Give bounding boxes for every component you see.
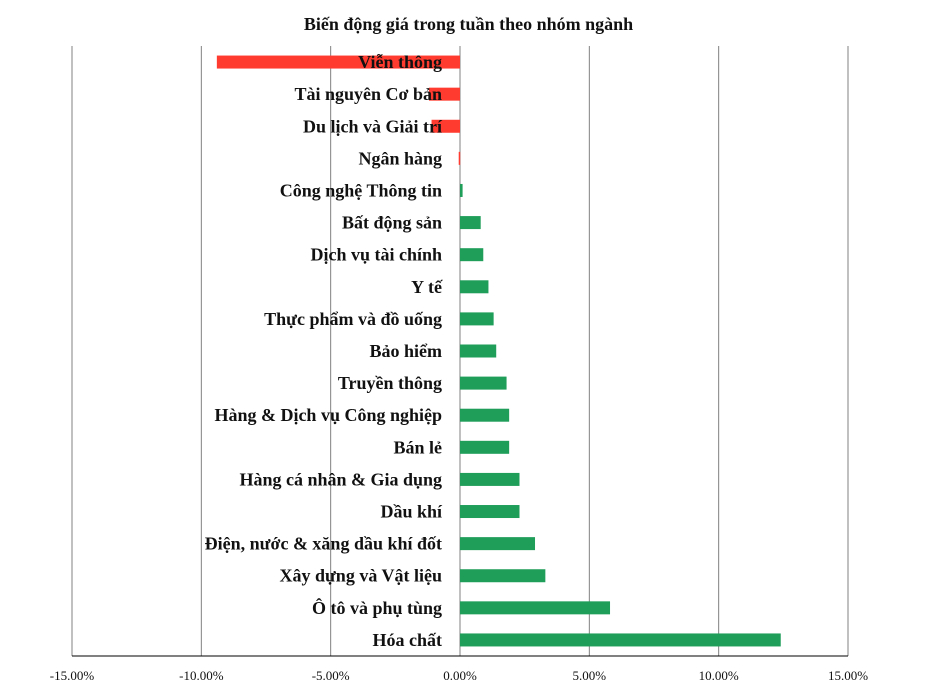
- category-label: Viễn thông: [358, 52, 442, 72]
- category-label: Xây dựng và Vật liệu: [280, 566, 443, 586]
- axes: -15.00% -10.00% -5.00% 0.00% 5.00% 10.00% 15.0…: [50, 655, 868, 683]
- x-tick-label: 0.00%: [443, 668, 477, 683]
- category-label: Tài nguyên Cơ bản: [294, 84, 442, 104]
- category-label: Bán lẻ: [393, 437, 442, 457]
- category-label: Công nghệ Thông tin: [280, 180, 442, 200]
- category-label: Thực phẩm và đồ uống: [264, 309, 442, 329]
- bar: [460, 408, 510, 422]
- category-labels: Viễn thông Tài nguyên Cơ bản Du lịch và Gi…: [205, 52, 443, 650]
- category-label: Ngân hàng: [358, 148, 442, 168]
- bar: [216, 55, 460, 69]
- category-label: Truyền thông: [338, 373, 442, 393]
- x-tick-label: 15.00%: [828, 668, 868, 683]
- chart-title: Biến động giá trong tuần theo nhóm ngành: [303, 14, 634, 34]
- bar: [460, 376, 507, 390]
- x-tick-label: -10.00%: [179, 668, 224, 683]
- bar: [460, 248, 484, 262]
- category-label: Dịch vụ tài chính: [310, 245, 442, 265]
- bar: [460, 216, 481, 230]
- category-label: Hóa chất: [373, 630, 443, 650]
- bar: [431, 119, 460, 133]
- bar: [458, 151, 461, 165]
- x-tick-label: -15.00%: [50, 668, 95, 683]
- bar: [460, 569, 546, 583]
- bar: [460, 537, 536, 551]
- category-label: Ô tô và phụ tùng: [312, 597, 442, 618]
- category-label: Điện, nước & xăng dầu khí đốt: [205, 534, 442, 554]
- x-tick-label: -5.00%: [312, 668, 350, 683]
- bar: [460, 312, 494, 326]
- category-label: Du lịch và Giải trí: [303, 116, 443, 136]
- x-tick-label: 10.00%: [699, 668, 739, 683]
- bar: [460, 183, 463, 197]
- bar: [460, 344, 497, 358]
- bar: [460, 472, 520, 486]
- bar: [428, 87, 460, 101]
- category-label: Y tế: [411, 277, 443, 297]
- bar: [460, 633, 781, 647]
- bar: [460, 601, 611, 615]
- x-tick-label: 5.00%: [573, 668, 607, 683]
- bar: [460, 440, 510, 454]
- category-label: Bất động sản: [342, 213, 442, 233]
- category-label: Hàng & Dịch vụ Công nghiệp: [214, 405, 442, 425]
- category-label: Bảo hiểm: [369, 341, 442, 361]
- category-label: Hàng cá nhân & Gia dụng: [239, 469, 442, 489]
- bar: [460, 505, 520, 519]
- bars: [216, 55, 781, 647]
- category-label: Dầu khí: [380, 502, 443, 522]
- bar: [460, 280, 489, 294]
